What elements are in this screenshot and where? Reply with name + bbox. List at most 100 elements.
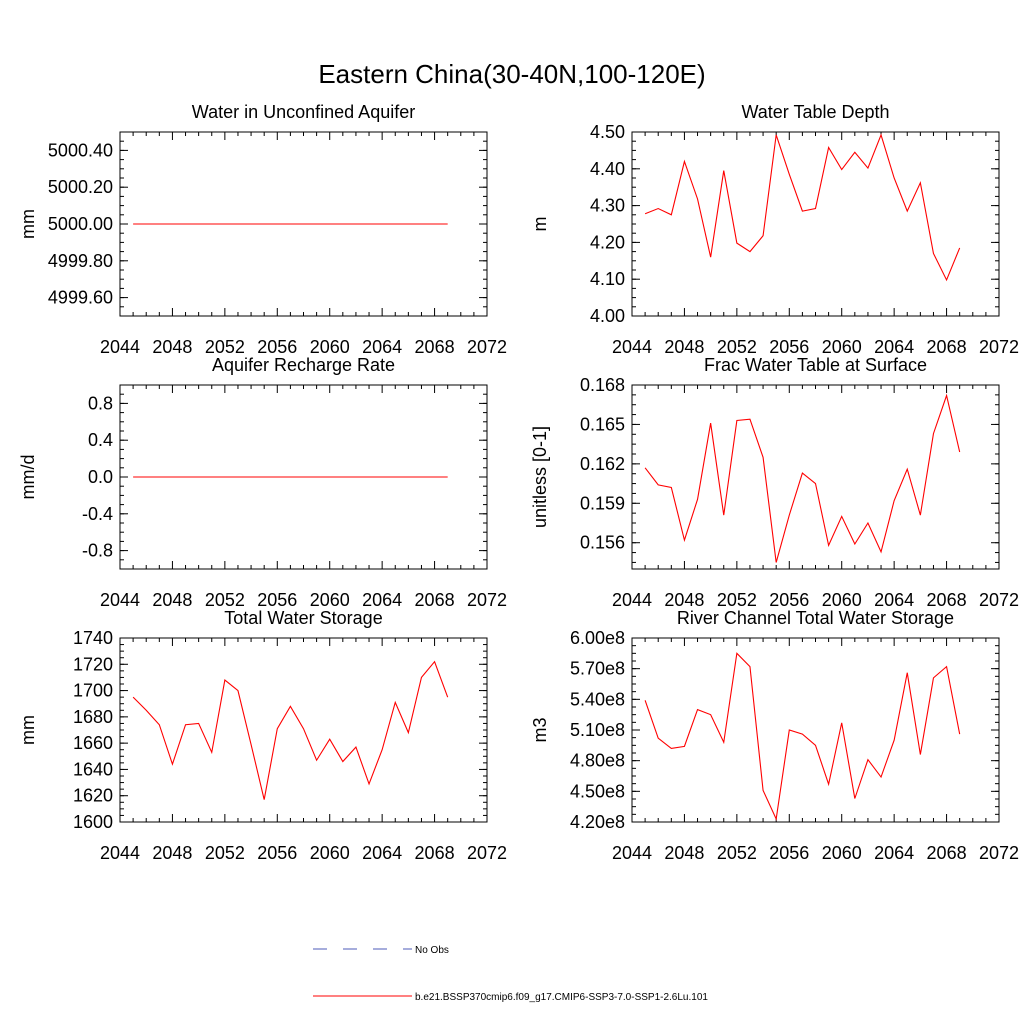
x-tick-label: 2044 [612, 843, 652, 863]
chart-title: Water in Unconfined Aquifer [192, 102, 415, 122]
y-tick-label: 5.70e8 [570, 659, 625, 679]
y-tick-label: 0.162 [580, 454, 625, 474]
y-tick-label: 1740 [73, 628, 113, 648]
legend-obs-label: No Obs [415, 945, 449, 956]
y-tick-label: 4.30 [590, 196, 625, 216]
y-axis-label: unitless [0-1] [530, 426, 550, 528]
figure-title: Eastern China(30-40N,100-120E) [318, 59, 705, 89]
x-tick-label: 2044 [100, 843, 140, 863]
x-tick-label: 2044 [612, 590, 652, 610]
series-line-1 [644, 652, 961, 821]
y-tick-label: 0.156 [580, 533, 625, 553]
y-tick-label: 0.159 [580, 493, 625, 513]
chart-title: Water Table Depth [741, 102, 889, 122]
y-tick-label: 5000.40 [48, 140, 113, 160]
y-tick-label: 4.20e8 [570, 812, 625, 832]
chart-panel-5: Total Water Storage 2044 2048 2052 2056 2060 2… [18, 608, 507, 863]
chart-title: Frac Water Table at Surface [704, 355, 927, 375]
y-tick-label: 5.40e8 [570, 689, 625, 709]
plot-frame [631, 637, 1000, 823]
x-tick-label: 2060 [310, 590, 350, 610]
series-line-1 [644, 393, 961, 563]
y-tick-label: 0.168 [580, 375, 625, 395]
x-tick-label: 2052 [205, 843, 245, 863]
y-tick-label: 5.10e8 [570, 720, 625, 740]
y-tick-label: 1600 [73, 812, 113, 832]
x-tick-label: 2064 [362, 337, 402, 357]
y-tick-label: 4999.80 [48, 251, 113, 271]
x-tick-label: 2068 [927, 590, 967, 610]
chart-panel-6: River Channel Total Water Storage 2044 204… [530, 608, 1019, 863]
x-tick-label: 2064 [874, 590, 914, 610]
x-tick-label: 2068 [415, 337, 455, 357]
y-axis-label: mm [18, 209, 38, 239]
x-tick-label: 2056 [769, 337, 809, 357]
chart-title: Total Water Storage [224, 608, 382, 628]
y-tick-label: 4.40 [590, 159, 625, 179]
x-tick-label: 2072 [467, 337, 507, 357]
x-tick-label: 2068 [927, 843, 967, 863]
y-tick-label: 6.00e8 [570, 628, 625, 648]
series-line-1 [132, 660, 449, 800]
y-tick-label: 0.8 [88, 393, 113, 413]
x-tick-label: 2064 [362, 843, 402, 863]
chart-panel-4: Frac Water Table at Surface 2044 2048 2052 2… [530, 355, 1019, 610]
x-tick-label: 2056 [257, 590, 297, 610]
x-tick-label: 2072 [467, 843, 507, 863]
chart-title: Aquifer Recharge Rate [212, 355, 395, 375]
y-tick-label: 4.00 [590, 306, 625, 326]
x-tick-label: 2052 [717, 843, 757, 863]
legend: No Obs b.e21.BSSP370cmip6.f09_g17.CMIP6-… [313, 945, 708, 1003]
plot-frame [631, 384, 1000, 570]
x-tick-label: 2072 [979, 337, 1019, 357]
x-tick-label: 2072 [979, 843, 1019, 863]
x-tick-label: 2068 [927, 337, 967, 357]
y-tick-label: 4.50e8 [570, 781, 625, 801]
x-tick-label: 2064 [874, 843, 914, 863]
y-tick-label: 1660 [73, 733, 113, 753]
x-tick-label: 2060 [310, 337, 350, 357]
y-tick-label: 1720 [73, 654, 113, 674]
legend-model-label: b.e21.BSSP370cmip6.f09_g17.CMIP6-SSP3-7.… [415, 992, 708, 1003]
series-line-1 [644, 133, 961, 282]
x-tick-label: 2048 [664, 843, 704, 863]
y-tick-label: 5000.20 [48, 177, 113, 197]
chart-title: River Channel Total Water Storage [677, 608, 954, 628]
x-tick-label: 2068 [415, 590, 455, 610]
x-tick-label: 2048 [152, 337, 192, 357]
x-tick-label: 2056 [769, 590, 809, 610]
x-tick-label: 2048 [152, 590, 192, 610]
y-tick-label: 4.20 [590, 232, 625, 252]
y-axis-label: mm [18, 715, 38, 745]
y-tick-label: 5000.00 [48, 214, 113, 234]
y-tick-label: 4.80e8 [570, 751, 625, 771]
x-tick-label: 2052 [717, 337, 757, 357]
y-tick-label: 1620 [73, 786, 113, 806]
x-tick-label: 2052 [717, 590, 757, 610]
x-tick-label: 2072 [979, 590, 1019, 610]
y-tick-label: 0.0 [88, 467, 113, 487]
y-tick-label: 4999.60 [48, 288, 113, 308]
y-axis-label: m3 [530, 717, 550, 742]
y-tick-label: 0.4 [88, 430, 113, 450]
y-tick-label: 1640 [73, 759, 113, 779]
panel-grid: Water in Unconfined Aquifer 2044 2048 2052 2… [18, 102, 1019, 863]
y-tick-label: 4.10 [590, 269, 625, 289]
y-axis-label: mm/d [18, 455, 38, 500]
y-axis-label: m [530, 217, 550, 232]
x-tick-label: 2068 [415, 843, 455, 863]
x-tick-label: 2048 [664, 590, 704, 610]
x-tick-label: 2056 [257, 843, 297, 863]
y-tick-label: 1700 [73, 681, 113, 701]
x-tick-label: 2044 [100, 337, 140, 357]
y-tick-label: -0.8 [82, 541, 113, 561]
x-tick-label: 2064 [362, 590, 402, 610]
x-tick-label: 2044 [612, 337, 652, 357]
x-tick-label: 2060 [822, 337, 862, 357]
x-tick-label: 2052 [205, 590, 245, 610]
y-tick-label: 0.165 [580, 414, 625, 434]
x-tick-label: 2044 [100, 590, 140, 610]
x-tick-label: 2048 [664, 337, 704, 357]
